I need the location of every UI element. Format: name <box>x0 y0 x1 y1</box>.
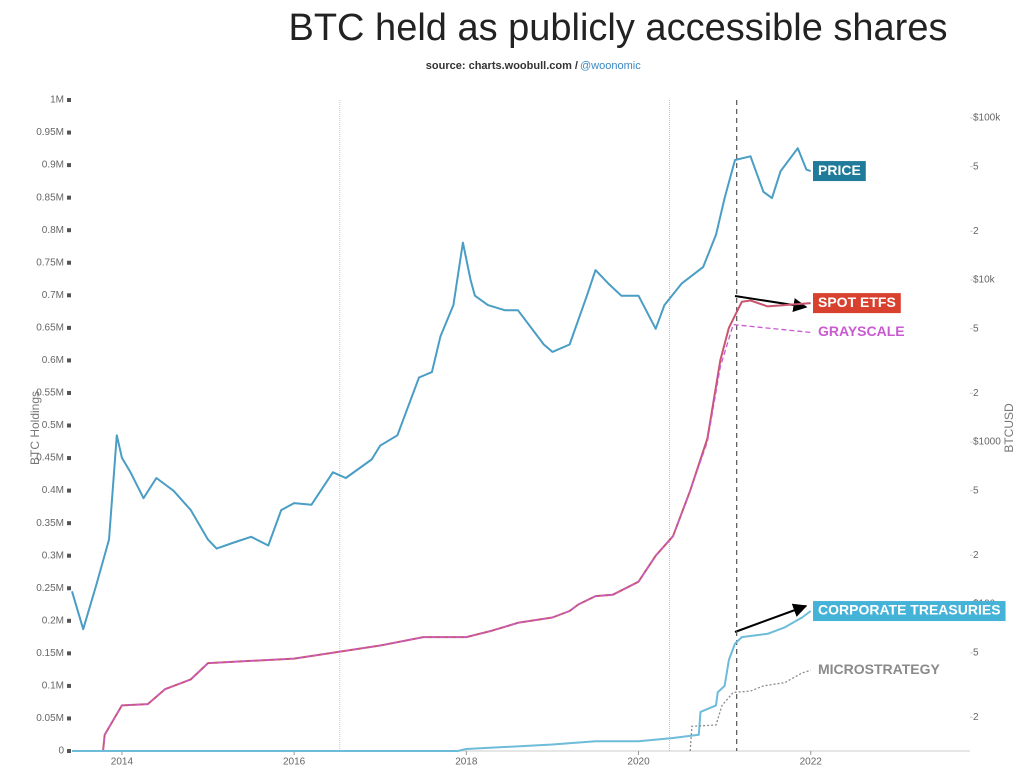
series-label-group: CORPORATE TREASURIES <box>813 601 1006 622</box>
y2-tick-label: $1000 <box>973 437 1001 448</box>
series-line <box>102 323 811 752</box>
y-tick-label: 0.15M <box>36 648 64 659</box>
series-label: PRICE <box>818 162 861 178</box>
y-tick-mark <box>67 488 71 493</box>
subtitle: source: charts.woobull.com / <box>426 60 578 72</box>
series-label: GRAYSCALE <box>818 323 905 339</box>
series-label-group: PRICE <box>813 161 866 182</box>
series-label: MICROSTRATEGY <box>818 661 941 677</box>
y2-tick-label: 5 <box>973 648 979 659</box>
y-tick-mark <box>67 651 71 656</box>
x-tick-label: 2018 <box>455 757 478 768</box>
arrow <box>734 603 808 633</box>
x-tick-label: 2022 <box>800 757 823 768</box>
y2-tick-label: 2 <box>973 226 979 237</box>
y-tick-mark <box>67 618 71 623</box>
y-tick-label: 1M <box>50 95 64 106</box>
y-tick-label: 0.35M <box>36 518 64 529</box>
y-axis-label: BTC Holdings <box>28 391 42 465</box>
y-tick-mark <box>67 98 71 102</box>
y2-tick-label: 5 <box>973 485 979 496</box>
y2-tick-label: $100k <box>973 113 1001 124</box>
series-label-group: GRAYSCALE <box>818 323 905 339</box>
y-tick-mark <box>67 195 71 200</box>
series-label: CORPORATE TREASURIES <box>818 602 1001 618</box>
y-tick-label: 0.7M <box>42 290 64 301</box>
series-label-group: SPOT ETFS <box>813 293 901 314</box>
y-tick-label: 0.95M <box>36 127 64 138</box>
x-tick-label: 2014 <box>111 757 134 768</box>
y2-tick-label: 2 <box>973 712 979 723</box>
y-tick-mark <box>67 716 71 721</box>
y-tick-mark <box>67 390 71 395</box>
y-tick-mark <box>67 325 71 330</box>
y-tick-label: 0.55M <box>36 388 64 399</box>
y2-axis-label: BTCUSD <box>1002 403 1016 453</box>
y-tick-mark <box>67 423 71 428</box>
y2-tick-label: 5 <box>973 323 979 334</box>
y-tick-label: 0.4M <box>42 485 64 496</box>
y-tick-label: 0.5M <box>42 420 64 431</box>
subtitle-handle: @woonomic <box>580 60 641 72</box>
chart-title: BTC held as publicly accessible shares <box>289 7 948 49</box>
y2-tick-label: 2 <box>973 388 979 399</box>
y2-tick-label: $10k <box>973 275 996 286</box>
y-tick-mark <box>67 228 71 233</box>
series-line <box>71 147 812 631</box>
y2-tick-label: 2 <box>973 550 979 561</box>
y-tick-mark <box>67 358 71 363</box>
series-label: SPOT ETFS <box>818 294 896 310</box>
y-tick-label: 0.45M <box>36 453 64 464</box>
y-tick-label: 0.1M <box>42 681 64 692</box>
y-tick-label: 0.9M <box>42 160 64 171</box>
y-tick-label: 0.2M <box>42 615 64 626</box>
y-tick-label: 0.05M <box>36 713 64 724</box>
y-tick-label: 0.25M <box>36 583 64 594</box>
series-label-group: MICROSTRATEGY <box>818 661 941 677</box>
y-tick-label: 0.8M <box>42 225 64 236</box>
y-tick-label: 0.85M <box>36 192 64 203</box>
y-tick-mark <box>67 749 71 753</box>
series-label-bg <box>813 161 866 182</box>
x-tick-label: 2016 <box>283 757 306 768</box>
y-tick-mark <box>67 293 71 298</box>
y-tick-label: 0.6M <box>42 355 64 366</box>
series-label-bg <box>813 293 901 314</box>
y-tick-mark <box>67 553 71 558</box>
y-tick-mark <box>67 260 71 265</box>
y-tick-mark <box>67 683 71 688</box>
series-line <box>72 610 812 752</box>
y-tick-mark <box>67 586 71 591</box>
y2-tick-label: 5 <box>973 161 979 172</box>
y-tick-mark <box>67 130 71 135</box>
y-tick-mark <box>67 456 71 461</box>
x-tick-label: 2020 <box>627 757 650 768</box>
y-tick-label: 0.3M <box>42 550 64 561</box>
y-tick-mark <box>67 163 71 168</box>
series-line <box>102 299 811 752</box>
y-tick-mark <box>67 521 71 526</box>
series-label-bg <box>813 601 1006 622</box>
y-tick-label: 0 <box>58 746 64 757</box>
y-tick-label: 0.65M <box>36 322 64 333</box>
y-tick-label: 0.75M <box>36 257 64 268</box>
series-line <box>689 669 811 752</box>
